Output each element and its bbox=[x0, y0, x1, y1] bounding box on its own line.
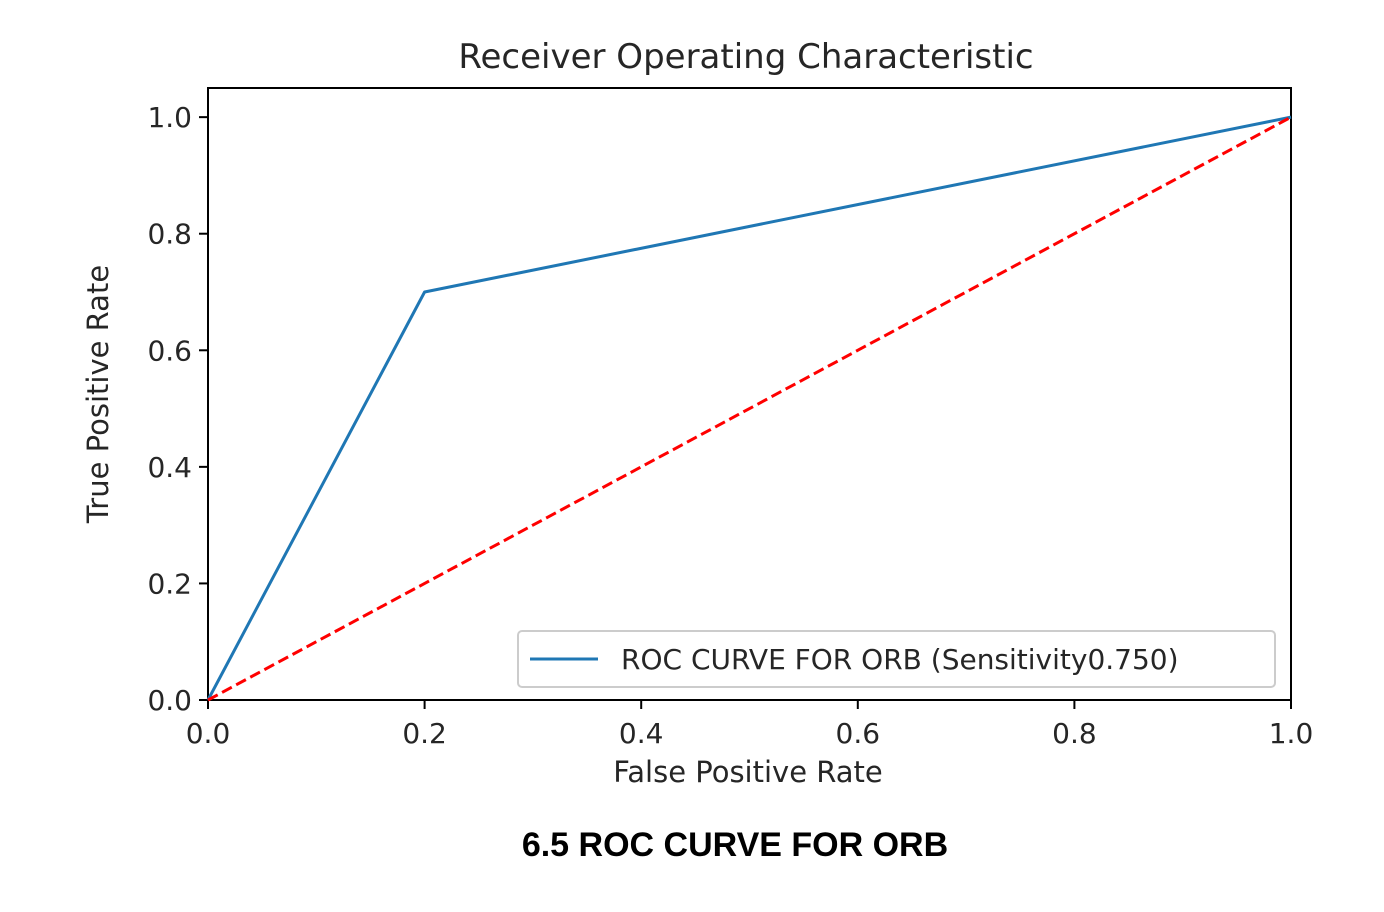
chart-title: Receiver Operating Characteristic bbox=[458, 37, 1033, 77]
legend-box bbox=[517, 630, 1276, 688]
x-tick-label: 1.0 bbox=[1269, 717, 1314, 750]
plot-frame bbox=[207, 87, 1292, 701]
y-tick-label: 0.4 bbox=[147, 451, 192, 484]
y-tick-label: 1.0 bbox=[147, 101, 192, 134]
y-tick-label: 0.2 bbox=[147, 567, 192, 600]
x-tick-label: 0.0 bbox=[186, 717, 231, 750]
roc-curve-line bbox=[206, 115, 1292, 701]
x-tick-label: 0.8 bbox=[1052, 717, 1097, 750]
y-axis-label: True Positive Rate bbox=[81, 265, 115, 524]
roc-chart: Receiver Operating Characteristic 0.0 0.2… bbox=[81, 37, 1314, 789]
chance-diagonal-line bbox=[207, 115, 1292, 702]
x-tick-label: 0.6 bbox=[836, 717, 881, 750]
figure-caption: 6.5 ROC CURVE FOR ORB bbox=[521, 826, 949, 864]
series-layer bbox=[206, 115, 1292, 702]
x-axis-ticks: 0.0 0.2 0.4 0.6 0.8 1.0 bbox=[186, 700, 1314, 750]
x-tick-label: 0.2 bbox=[402, 717, 447, 750]
y-tick-label: 0.6 bbox=[147, 334, 192, 367]
y-axis-ticks: 0.0 0.2 0.4 0.6 0.8 1.0 bbox=[147, 101, 208, 717]
legend: ROC CURVE FOR ORB (Sensitivity0.750) bbox=[517, 630, 1276, 688]
y-tick-label: 0.8 bbox=[147, 218, 192, 251]
x-tick-label: 0.4 bbox=[619, 717, 664, 750]
x-axis-label: False Positive Rate bbox=[613, 755, 883, 789]
legend-label: ROC CURVE FOR ORB (Sensitivity0.750) bbox=[621, 643, 1179, 676]
y-tick-label: 0.0 bbox=[147, 684, 192, 717]
